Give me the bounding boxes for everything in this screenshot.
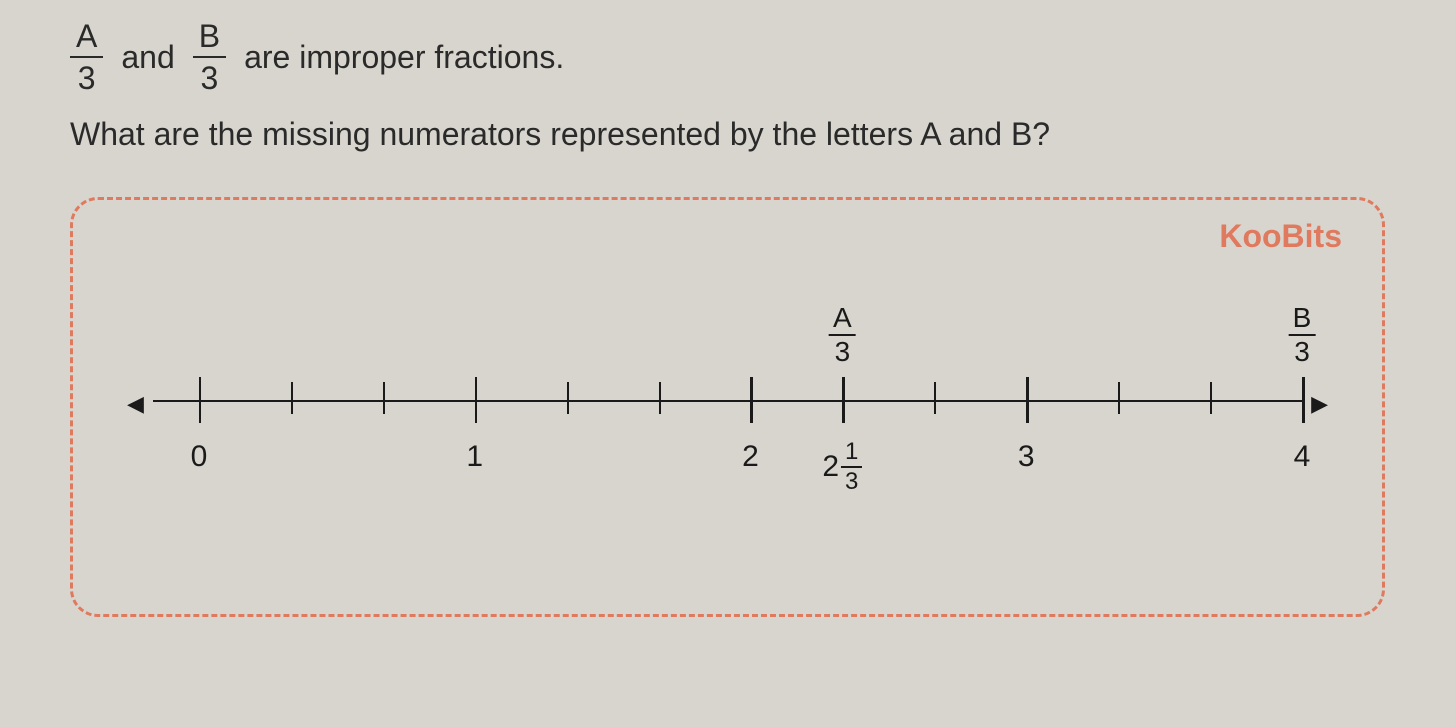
tick-top-frac-A: A3 — [829, 302, 856, 366]
tick-label-3: 3 — [1018, 440, 1035, 474]
fraction-b: B 3 — [193, 20, 226, 94]
tick-7 — [842, 377, 845, 423]
question-text: A 3 and B 3 are improper fractions. What… — [70, 20, 1385, 157]
tick-11 — [1210, 382, 1212, 414]
number-line-axis: ◀ ▶ 012213A334B3 — [153, 400, 1302, 402]
tick-label-mixed: 213 — [822, 440, 862, 494]
tick-6 — [750, 377, 753, 423]
tick-0 — [199, 377, 202, 423]
tick-9 — [1026, 377, 1029, 423]
diagram-box: KooBits ◀ ▶ 012213A334B3 — [70, 197, 1385, 617]
top-frac-den: 3 — [831, 336, 855, 366]
tick-3 — [475, 377, 478, 423]
arrow-right-icon: ▶ — [1311, 391, 1328, 417]
fraction-a-denominator: 3 — [72, 58, 102, 94]
tick-10 — [1118, 382, 1120, 414]
tick-8 — [934, 382, 936, 414]
tick-top-frac-B: B3 — [1289, 302, 1316, 366]
line1-tail: are improper fractions. — [244, 35, 564, 80]
mixed-fraction: 13 — [841, 440, 862, 494]
fraction-b-denominator: 3 — [195, 58, 225, 94]
tick-label-0: 0 — [191, 440, 208, 474]
top-frac-den: 3 — [1290, 336, 1314, 366]
question-line2: What are the missing numerators represen… — [70, 112, 1385, 157]
top-frac-num: B — [1289, 304, 1316, 336]
fraction-a: A 3 — [70, 20, 103, 94]
top-frac-num: A — [829, 304, 856, 336]
arrow-left-icon: ◀ — [127, 391, 144, 417]
question-line1: A 3 and B 3 are improper fractions. — [70, 20, 1385, 94]
tick-label-2: 2 — [742, 440, 759, 474]
mixed-num: 1 — [841, 440, 862, 468]
mixed-whole: 2 — [822, 450, 839, 484]
tick-label-1: 1 — [466, 440, 483, 474]
fraction-a-numerator: A — [70, 20, 103, 58]
tick-4 — [567, 382, 569, 414]
tick-12 — [1302, 377, 1305, 423]
tick-label-4: 4 — [1294, 440, 1311, 474]
koobits-watermark: KooBits — [1219, 218, 1342, 255]
number-line: ◀ ▶ 012213A334B3 — [153, 400, 1302, 402]
fraction-b-numerator: B — [193, 20, 226, 58]
and-connector: and — [121, 35, 174, 80]
mixed-den: 3 — [841, 468, 862, 494]
tick-5 — [659, 382, 661, 414]
tick-1 — [291, 382, 293, 414]
tick-2 — [383, 382, 385, 414]
